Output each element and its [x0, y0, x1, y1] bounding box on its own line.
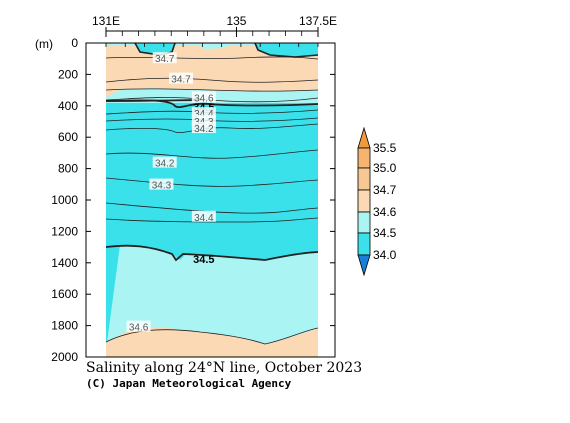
- x-tick-label: 137.5E: [299, 14, 337, 28]
- contour-line: [254, 43, 318, 58]
- contour-label: 34.4: [194, 109, 214, 120]
- chart-title: Salinity along 24°N line, October 2023: [86, 360, 362, 376]
- contour-label: 34.3: [152, 181, 172, 192]
- colorbar-segment: [357, 167, 371, 191]
- contour-label: 34.5: [193, 254, 214, 266]
- contour-line: [106, 99, 318, 108]
- y-tick-label: 2000: [51, 350, 78, 364]
- y-tick-label: 1200: [51, 224, 78, 238]
- colorbar-top-arrow: [357, 126, 371, 149]
- contour-label-bg: [191, 115, 216, 126]
- y-unit-label: (m): [35, 37, 53, 51]
- colorbar-level-label: 34.0: [373, 248, 397, 262]
- contour-line: [106, 202, 318, 214]
- y-tick-label: 800: [58, 162, 78, 176]
- contour-label-bg: [169, 72, 194, 84]
- plot-area: 34.734.734.634.534.434.334.234.234.334.4…: [85, 42, 336, 358]
- colorbar-level-label: 34.5: [373, 226, 397, 240]
- contour-label: 34.2: [155, 159, 175, 170]
- contour-label-bg: [152, 52, 177, 64]
- y-tick-label: 400: [58, 99, 78, 113]
- contour-line: [106, 88, 318, 92]
- colorbar-segment: [357, 189, 371, 213]
- fill-surface-cyan-east: [255, 43, 318, 57]
- contour-label-bg: [152, 156, 177, 168]
- contour-label: 34.4: [194, 213, 214, 224]
- x-tick-label: 135: [226, 14, 246, 28]
- contour-labels: 34.734.734.634.534.434.334.234.234.334.4…: [126, 52, 216, 334]
- credit-text: (C) Japan Meteorological Agency: [86, 377, 292, 390]
- x-tick-label: 131E: [92, 14, 120, 28]
- y-tick-label: 1400: [51, 256, 78, 270]
- contour-label: 34.2: [194, 124, 214, 135]
- contour-label: 34.7: [155, 54, 175, 65]
- fill-peach-bottom: [106, 327, 318, 357]
- contour-label-bg: [191, 107, 216, 119]
- contour-line: [106, 244, 318, 262]
- colorbar-bottom-arrow: [357, 254, 371, 277]
- y-tick-label: 1800: [51, 319, 78, 333]
- colorbar-level-label: 34.7: [373, 183, 397, 197]
- contour-label-bg: [149, 178, 174, 190]
- y-tick-label: 1600: [51, 287, 78, 301]
- contour-label-bg: [191, 91, 216, 103]
- colorbar-level-label: 35.5: [373, 141, 397, 155]
- contour-lines: [106, 43, 318, 345]
- contour-label-bg: [191, 210, 216, 222]
- colorbar-segment: [357, 232, 371, 256]
- contour-line: [106, 177, 318, 187]
- y-tick-label: 200: [58, 67, 78, 81]
- y-tick-label: 0: [71, 36, 78, 50]
- contour-label-bg: [126, 320, 151, 332]
- contour-label: 34.7: [171, 75, 191, 86]
- contour-label: 34.6: [194, 93, 214, 104]
- colorbar-segment: [357, 211, 371, 234]
- contour-label-bg: [191, 122, 216, 134]
- contour-line: [106, 77, 318, 83]
- colorbar-level-label: 35.0: [373, 161, 397, 175]
- x-axis: 131E 135 137.5E: [92, 14, 337, 37]
- colorbar-legend: 35.5 35.0 34.7 34.6 34.5 34.0: [357, 126, 397, 277]
- y-axis: 0 200 400 600 800 1000 1200 1400 1600 1800 2000 (m): [35, 36, 335, 364]
- colorbar-segment: [357, 147, 371, 169]
- y-tick-label: 600: [58, 130, 78, 144]
- contour-label: 34.6: [129, 323, 149, 334]
- colorbar-level-label: 34.6: [373, 205, 397, 219]
- contour-line: [106, 149, 318, 159]
- y-tick-label: 1000: [51, 193, 78, 207]
- contour-line: [106, 217, 318, 223]
